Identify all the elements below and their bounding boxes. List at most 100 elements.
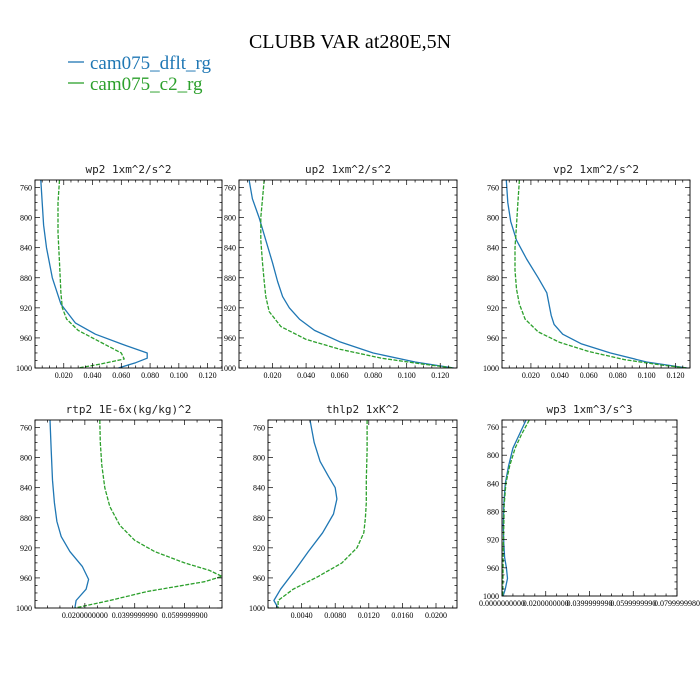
series-line-dflt xyxy=(40,180,148,368)
y-tick-label: 840 xyxy=(487,479,499,488)
panel-3: vp2 1xm^2/s^2 760 800 840 880 920 960 1000 0.020… xyxy=(483,163,691,380)
y-tick-label: 960 xyxy=(224,334,236,343)
y-tick-label: 880 xyxy=(487,274,499,283)
y-tick-label: 920 xyxy=(487,536,499,545)
y-tick-label: 800 xyxy=(487,451,499,460)
panel-title: wp3 1xm^3/s^3 xyxy=(546,403,632,416)
panel-title: rtp2 1E-6x(kg/kg)^2 xyxy=(66,403,192,416)
y-tick-label: 1000 xyxy=(16,364,32,373)
y-tick-label: 960 xyxy=(20,574,32,583)
y-tick-label: 1000 xyxy=(249,604,265,613)
x-tick-label: 0.080 xyxy=(141,371,159,380)
y-tick-label: 840 xyxy=(487,244,499,253)
y-tick-label: 880 xyxy=(224,274,236,283)
y-tick-label: 920 xyxy=(487,304,499,313)
x-tick-label: 0.0200 xyxy=(425,611,447,620)
y-tick-label: 880 xyxy=(20,514,32,523)
x-tick-label: 0.040 xyxy=(551,371,569,380)
x-tick-label: 0.080 xyxy=(609,371,627,380)
x-tick-label: 0.0160 xyxy=(391,611,413,620)
y-tick-label: 960 xyxy=(253,574,265,583)
y-tick-label: 760 xyxy=(20,424,32,433)
x-tick-label: 0.0399999990 xyxy=(567,599,613,608)
x-tick-label: 0.100 xyxy=(638,371,656,380)
x-tick-label: 0.020 xyxy=(55,371,73,380)
axes-frame xyxy=(238,179,458,369)
x-tick-label: 0.0000000000 xyxy=(479,599,525,608)
series-line-c2 xyxy=(514,180,688,368)
y-tick-label: 840 xyxy=(20,484,32,493)
y-tick-label: 760 xyxy=(253,424,265,433)
y-tick-label: 920 xyxy=(20,544,32,553)
x-tick-label: 0.100 xyxy=(398,371,416,380)
x-tick-label: 0.0599999990 xyxy=(610,599,656,608)
x-tick-label: 0.040 xyxy=(297,371,315,380)
y-tick-label: 840 xyxy=(20,244,32,253)
x-tick-label: 0.060 xyxy=(331,371,349,380)
axes-frame xyxy=(267,419,458,609)
series-line-dflt xyxy=(248,180,454,368)
y-tick-label: 800 xyxy=(253,454,265,463)
x-tick-label: 0.0599999900 xyxy=(162,611,208,620)
y-tick-label: 880 xyxy=(20,274,32,283)
panel-title: vp2 1xm^2/s^2 xyxy=(553,163,639,176)
panel-title: thlp2 1xK^2 xyxy=(326,403,399,416)
y-tick-label: 960 xyxy=(20,334,32,343)
panels: wp2 1xm^2/s^2 760 800 840 880 920 960 1000 0.020… xyxy=(16,163,700,620)
x-tick-label: 0.0120 xyxy=(358,611,380,620)
legend-label-dflt: cam075_dflt_rg xyxy=(90,53,212,74)
panel-4: rtp2 1E-6x(kg/kg)^2 760 800 840 880 920 960 100… xyxy=(16,403,223,620)
axes-frame xyxy=(34,419,223,609)
x-tick-label: 0.0200000000 xyxy=(523,599,569,608)
y-tick-label: 760 xyxy=(487,184,499,193)
axes-frame xyxy=(501,179,691,369)
x-tick-label: 0.0080 xyxy=(324,611,346,620)
series-line-c2 xyxy=(74,420,222,608)
x-tick-label: 0.120 xyxy=(431,371,449,380)
y-tick-label: 880 xyxy=(253,514,265,523)
panel-5: thlp2 1xK^2 760 800 840 880 920 960 1000 0.0040 0… xyxy=(249,403,458,620)
x-tick-label: 0.020 xyxy=(264,371,282,380)
y-tick-label: 800 xyxy=(20,214,32,223)
y-tick-label: 880 xyxy=(487,508,499,517)
x-tick-label: 0.100 xyxy=(170,371,188,380)
panel-2: up2 1xm^2/s^2 760 800 840 880 920 960 1000 0.020… xyxy=(220,163,458,380)
figure-title: CLUBB VAR at280E,5N xyxy=(249,31,451,53)
y-tick-label: 920 xyxy=(20,304,32,313)
y-tick-label: 840 xyxy=(224,244,236,253)
x-tick-label: 0.0200000000 xyxy=(62,611,108,620)
axes-frame xyxy=(501,419,678,597)
legend: cam075_dflt_rg cam075_c2_rg xyxy=(68,53,212,95)
panel-6: wp3 1xm^3/s^3 760 800 840 880 920 960 10000.000… xyxy=(479,403,700,608)
y-tick-label: 760 xyxy=(224,184,236,193)
y-tick-label: 760 xyxy=(487,423,499,432)
x-tick-label: 0.120 xyxy=(199,371,217,380)
x-tick-label: 0.0040 xyxy=(291,611,313,620)
x-tick-label: 0.060 xyxy=(112,371,130,380)
axes-frame xyxy=(34,179,223,369)
series-line-c2 xyxy=(57,180,125,368)
x-tick-label: 0.060 xyxy=(580,371,598,380)
y-tick-label: 1000 xyxy=(483,364,499,373)
x-tick-label: 0.040 xyxy=(84,371,102,380)
y-tick-label: 840 xyxy=(253,484,265,493)
series-line-dflt xyxy=(273,420,338,608)
y-tick-label: 920 xyxy=(224,304,236,313)
y-tick-label: 960 xyxy=(487,564,499,573)
y-tick-label: 1000 xyxy=(16,604,32,613)
x-tick-label: 0.0799999980 xyxy=(654,599,700,608)
x-tick-label: 0.120 xyxy=(667,371,685,380)
y-tick-label: 920 xyxy=(253,544,265,553)
panel-title: wp2 1xm^2/s^2 xyxy=(85,163,171,176)
y-tick-label: 960 xyxy=(487,334,499,343)
y-tick-label: 800 xyxy=(487,214,499,223)
y-tick-label: 800 xyxy=(20,454,32,463)
y-tick-label: 800 xyxy=(224,214,236,223)
y-tick-label: 1000 xyxy=(483,592,499,601)
x-tick-label: 0.0399999990 xyxy=(112,611,158,620)
panel-title: up2 1xm^2/s^2 xyxy=(305,163,391,176)
series-line-c2 xyxy=(277,420,368,608)
panel-1: wp2 1xm^2/s^2 760 800 840 880 920 960 1000 0.020… xyxy=(16,163,223,380)
series-line-dflt xyxy=(505,180,688,368)
